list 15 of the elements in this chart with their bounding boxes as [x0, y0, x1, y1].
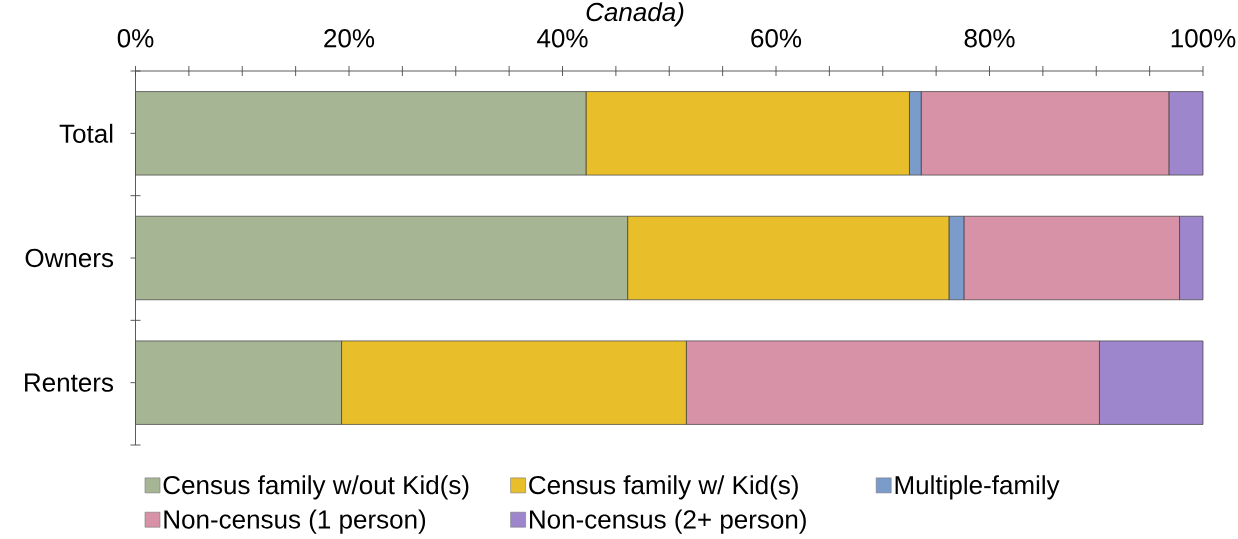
- x-tick-label: 40%: [537, 29, 588, 48]
- legend-label: Census family w/out Kid(s): [163, 475, 469, 500]
- x-tick-label: 0%: [117, 29, 154, 48]
- x-tick-label: 60%: [751, 29, 802, 48]
- y-tick-label: Total: [59, 123, 113, 143]
- legend-label: Non-census (2+ person): [530, 509, 806, 534]
- legend-label: Multiple-family: [895, 475, 1060, 500]
- legend-label: Census family w/ Kid(s): [529, 475, 798, 500]
- legend-label: Non-census (1 person): [164, 509, 426, 534]
- y-tick-label: Renters: [25, 373, 114, 392]
- x-tick-label: 100%: [1171, 29, 1236, 48]
- chart-title: Canada): [586, 2, 684, 27]
- x-tick-label: 20%: [324, 29, 375, 48]
- x-tick-label: 80%: [964, 29, 1015, 48]
- y-tick-label: Owners: [25, 248, 114, 268]
